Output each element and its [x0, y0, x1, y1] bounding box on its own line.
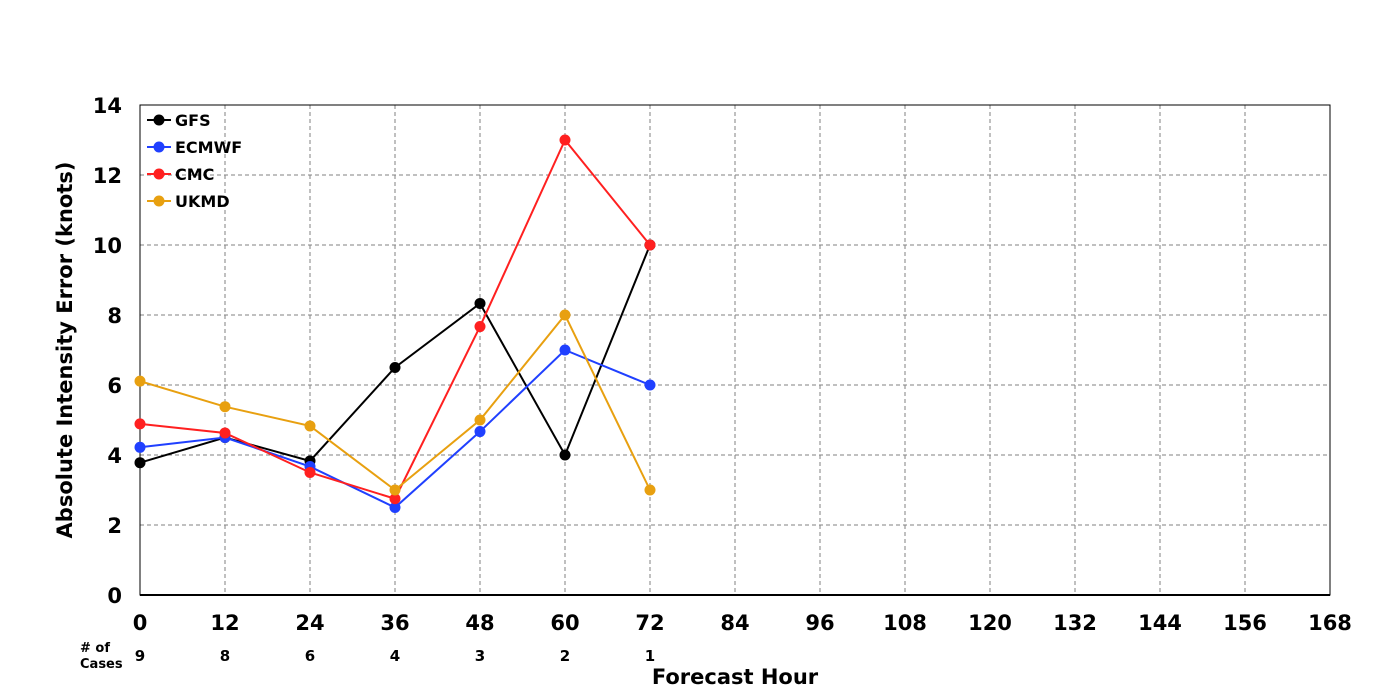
case-count-24: 6 — [305, 647, 315, 665]
case-count-0: 9 — [135, 647, 145, 665]
x-tick-label-48: 48 — [465, 611, 494, 635]
x-tick-label-156: 156 — [1223, 611, 1267, 635]
x-tick-label-0: 0 — [133, 611, 148, 635]
point-ukmd-72 — [644, 484, 656, 496]
case-count-48: 3 — [475, 647, 485, 665]
point-ukmd-48 — [474, 414, 486, 426]
point-ukmd-24 — [304, 420, 316, 432]
point-gfs-48 — [474, 297, 486, 309]
point-gfs-36 — [389, 362, 401, 373]
point-ecmwf-48 — [474, 426, 486, 438]
point-cmc-72 — [644, 239, 656, 251]
case-count-60: 2 — [560, 647, 570, 665]
point-ecmwf-60 — [559, 344, 571, 356]
y-tick-label-4: 4 — [107, 444, 122, 468]
legend-item-ukmd: UKMD — [147, 192, 230, 211]
y-tick-label-2: 2 — [107, 514, 122, 538]
point-ukmd-36 — [389, 484, 401, 496]
point-cmc-60 — [559, 134, 571, 146]
x-tick-label-72: 72 — [635, 611, 664, 635]
legend-label-gfs: GFS — [175, 111, 211, 130]
legend-marker-cmc — [153, 168, 165, 180]
y-tick-label-10: 10 — [93, 234, 122, 258]
point-gfs-60 — [559, 449, 571, 461]
point-ecmwf-0 — [134, 441, 146, 453]
point-cmc-48 — [474, 321, 486, 333]
point-ukmd-60 — [559, 309, 571, 321]
x-tick-label-120: 120 — [968, 611, 1012, 635]
x-tick-label-144: 144 — [1138, 611, 1182, 635]
legend-item-gfs: GFS — [147, 111, 211, 130]
point-cmc-36 — [389, 493, 401, 505]
point-ecmwf-36 — [389, 502, 401, 513]
grid-lines — [140, 105, 1330, 595]
x-tick-label-84: 84 — [720, 611, 749, 635]
x-tick-label-12: 12 — [210, 611, 239, 635]
point-ecmwf-72 — [644, 379, 656, 391]
legend-marker-gfs — [153, 114, 165, 126]
point-gfs-0 — [134, 457, 146, 469]
x-tick-label-24: 24 — [295, 611, 324, 635]
y-axis-title: Absolute Intensity Error (knots) — [53, 162, 77, 539]
y-tick-label-0: 0 — [107, 584, 122, 608]
legend-item-ecmwf: ECMWF — [147, 138, 242, 157]
case-counts: 9 8 6 4 3 2 1 — [135, 647, 655, 665]
series-cmc — [134, 134, 656, 505]
x-tick-labels: 0 12 24 36 48 60 72 84 96 108 120 132 144 156 168 — [133, 611, 1352, 635]
point-cmc-12 — [219, 427, 231, 439]
legend-item-cmc: CMC — [147, 165, 214, 184]
legend-label-ukmd: UKMD — [175, 192, 230, 211]
legend-label-cmc: CMC — [175, 165, 214, 184]
cases-label-line-1: # of — [80, 641, 110, 656]
case-count-72: 1 — [645, 647, 655, 665]
y-tick-label-6: 6 — [107, 374, 122, 398]
x-tick-label-96: 96 — [805, 611, 834, 635]
case-count-12: 8 — [220, 647, 230, 665]
y-tick-labels: 0 2 4 6 8 10 12 14 — [93, 94, 122, 608]
legend-label-ecmwf: ECMWF — [175, 138, 242, 157]
series-ukmd — [134, 309, 656, 496]
series-lines — [134, 134, 656, 513]
point-ukmd-0 — [134, 375, 146, 387]
x-tick-label-168: 168 — [1308, 611, 1352, 635]
y-tick-label-12: 12 — [93, 164, 122, 188]
point-cmc-0 — [134, 418, 146, 430]
case-count-36: 4 — [390, 647, 400, 665]
legend: GFS ECMWF CMC UKMD — [147, 111, 242, 211]
x-tick-label-132: 132 — [1053, 611, 1097, 635]
cases-label-line-2: Cases — [80, 657, 123, 672]
x-tick-label-108: 108 — [883, 611, 927, 635]
x-tick-label-60: 60 — [550, 611, 579, 635]
x-tick-label-36: 36 — [380, 611, 409, 635]
point-ukmd-12 — [219, 401, 231, 413]
legend-marker-ukmd — [153, 195, 165, 207]
y-tick-label-8: 8 — [107, 304, 122, 328]
legend-marker-ecmwf — [153, 141, 165, 153]
y-tick-label-14: 14 — [93, 94, 122, 118]
point-cmc-24 — [304, 467, 316, 478]
x-axis-title: Forecast Hour — [652, 665, 819, 689]
